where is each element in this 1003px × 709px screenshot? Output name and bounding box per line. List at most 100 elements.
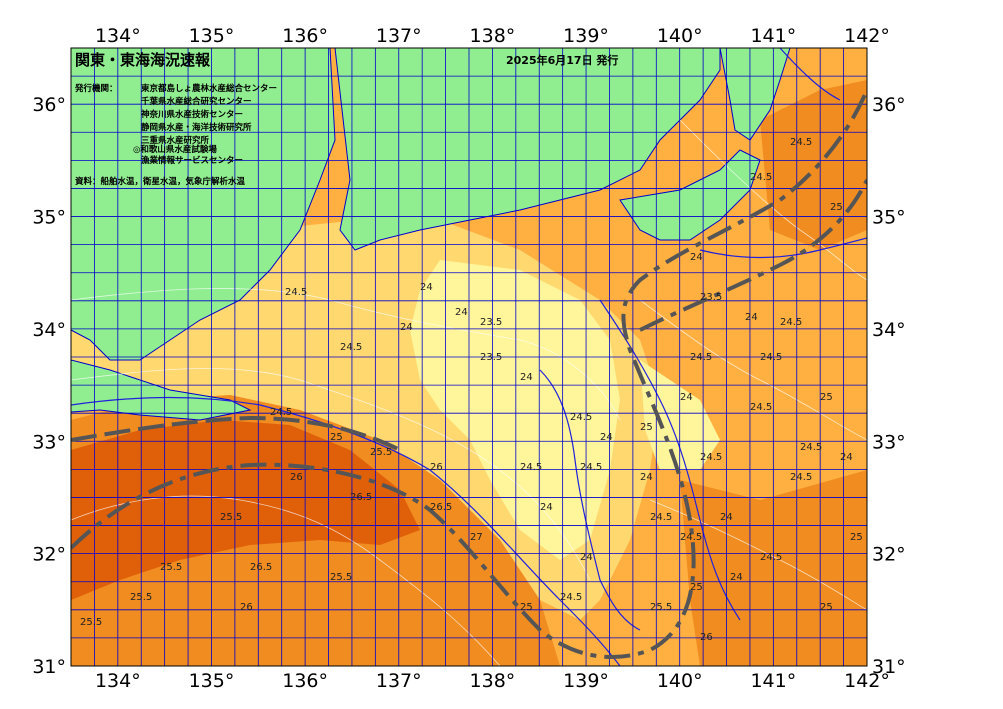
longitude-tick-label: 140°	[657, 670, 703, 692]
land-honshu-north	[334, 48, 721, 251]
contour-value-label: 24	[730, 572, 743, 583]
contour-value-label: 25.5	[330, 572, 352, 583]
contour-value-label: 25	[820, 602, 833, 613]
longitude-tick-label: 139°	[563, 670, 609, 692]
sst-zone-26-east	[760, 80, 867, 250]
latitude-labels-left: 36° 35° 34° 33° 32° 31°	[32, 94, 66, 678]
contour-value-label: 24	[580, 552, 593, 563]
longitude-labels-top: 134° 135° 136° 137° 138° 139° 140° 141° 142°	[95, 25, 890, 47]
contour-value-label: 24.5	[790, 472, 812, 483]
contour-value-label: 25	[520, 602, 533, 613]
contour-value-label: 24.5	[780, 317, 802, 328]
contour-value-label: 25.5	[130, 592, 152, 603]
contour-value-label: 24.5	[570, 412, 592, 423]
contour-value-label: 25	[640, 422, 653, 433]
latitude-tick-label: 36°	[872, 94, 906, 116]
contour-value-label: 24	[840, 452, 853, 463]
contour-value-label: 26.5	[430, 502, 452, 513]
contour-value-label: 24.5	[690, 352, 712, 363]
longitude-tick-label: 138°	[470, 25, 516, 47]
land-kii-peninsula	[71, 48, 336, 361]
land-boso	[719, 48, 791, 141]
contour-value-label: 25	[690, 582, 703, 593]
contour-value-label: 24	[640, 472, 653, 483]
contour-value-label: 24	[745, 312, 758, 323]
organization-item: ◎和歌山県水産試験場	[133, 144, 217, 155]
latitude-tick-label: 32°	[32, 544, 66, 566]
map-title: 関東・東海海況速報	[75, 51, 211, 69]
longitude-tick-label: 135°	[189, 25, 235, 47]
latitude-labels-right: 36° 35° 34° 33° 32° 31°	[872, 94, 906, 678]
contour-value-label: 24	[680, 392, 693, 403]
contour-value-label: 26.5	[350, 492, 372, 503]
contour-value-label: 25	[820, 392, 833, 403]
longitude-tick-label: 138°	[470, 670, 516, 692]
organization-item: 静岡県水産・海洋技術研究所	[141, 122, 252, 133]
organization-block: 発行機関： 東京都島しょ農林水産総合センター 千葉県水産総合研究センター 神奈川…	[74, 83, 277, 187]
longitude-tick-label: 139°	[563, 25, 609, 47]
contour-value-label: 24	[520, 372, 533, 383]
contour-value-label: 24.5	[560, 592, 582, 603]
organization-item: 東京都島しょ農林水産総合センター	[141, 83, 277, 94]
longitude-tick-label: 141°	[750, 670, 796, 692]
contour-value-label: 25	[830, 202, 843, 213]
longitude-tick-label: 134°	[95, 670, 141, 692]
longitude-tick-label: 140°	[657, 25, 703, 47]
issue-date: 2025年6月17日 発行	[506, 53, 618, 67]
contour-value-label: 25.5	[160, 562, 182, 573]
contour-value-label: 25.5	[80, 617, 102, 628]
latitude-tick-label: 33°	[32, 431, 66, 453]
longitude-tick-label: 142°	[844, 25, 890, 47]
contour-value-label: 23.5	[480, 317, 502, 328]
contour-value-label: 25.5	[650, 602, 672, 613]
contour-value-label: 26	[700, 632, 713, 643]
contour-value-label: 24.5	[800, 442, 822, 453]
sst-zone-23	[410, 260, 620, 560]
latitude-tick-label: 35°	[872, 207, 906, 229]
contour-value-label: 24.5	[760, 352, 782, 363]
contour-value-label: 24.5	[580, 462, 602, 473]
longitude-tick-label: 136°	[282, 25, 328, 47]
contour-value-label: 27	[470, 532, 483, 543]
organization-heading: 発行機関：	[74, 83, 118, 94]
contour-value-label: 24.5	[650, 512, 672, 523]
contour-value-label: 24.5	[270, 407, 292, 418]
contour-value-label: 24	[690, 252, 703, 263]
contour-value-label: 23.5	[480, 352, 502, 363]
contour-value-label: 26	[240, 602, 253, 613]
organization-item: 漁業情報サービスセンター	[141, 155, 243, 166]
longitude-tick-label: 136°	[282, 670, 328, 692]
contour-value-label: 24	[540, 502, 553, 513]
kuroshio-west-axis	[71, 415, 401, 452]
organization-item: 千葉県水産総合研究センター	[141, 96, 252, 107]
contour-value-label: 24.5	[285, 287, 307, 298]
longitude-tick-label: 142°	[844, 670, 890, 692]
latitude-tick-label: 31°	[872, 656, 906, 678]
latitude-tick-label: 32°	[872, 544, 906, 566]
contour-value-label: 24.5	[750, 402, 772, 413]
latitude-tick-label: 31°	[32, 656, 66, 678]
contour-value-label: 25.5	[370, 447, 392, 458]
latitude-tick-label: 34°	[32, 319, 66, 341]
contour-value-label: 24	[600, 432, 613, 443]
contour-value-label: 24.5	[520, 462, 542, 473]
contour-value-label: 24	[455, 307, 468, 318]
contour-value-label: 26	[290, 472, 303, 483]
contour-value-label: 24.5	[680, 532, 702, 543]
kuroshio-axis	[71, 89, 867, 660]
data-sources: 資料：船舶水温，衛星水温，気象庁解析水温	[74, 176, 246, 187]
contour-value-label: 24.5	[760, 552, 782, 563]
longitude-tick-label: 135°	[189, 670, 235, 692]
sst-zone-27	[71, 420, 420, 600]
contour-labels: 24.5 24.5 24 24 24 23.5 23.5 24 24.5 25 25.5 26 26.5…	[80, 137, 863, 643]
longitude-labels-bottom: 134° 135° 136° 137° 138° 139° 140° 141° 142°	[95, 670, 890, 692]
contour-value-label: 24.5	[790, 137, 812, 148]
longitude-tick-label: 141°	[750, 25, 796, 47]
contour-value-label: 24	[720, 512, 733, 523]
contour-value-label: 26	[430, 462, 443, 473]
contour-value-label: 26.5	[250, 562, 272, 573]
latitude-tick-label: 33°	[872, 431, 906, 453]
longitude-tick-label: 137°	[376, 25, 422, 47]
contour-value-label: 25.5	[220, 512, 242, 523]
